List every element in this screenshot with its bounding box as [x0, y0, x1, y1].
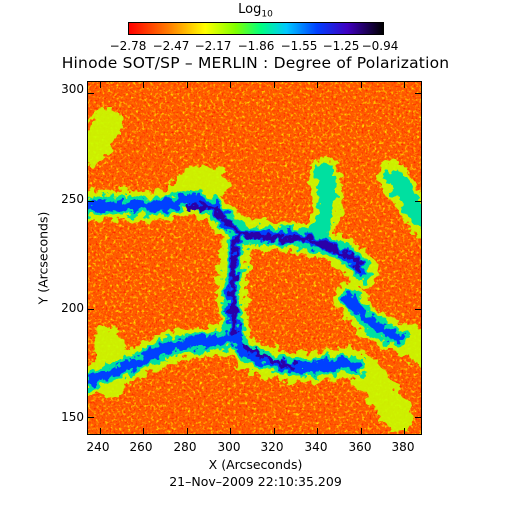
y-tick-mark-200-right — [415, 309, 422, 311]
x-tick-mark-240-bottom — [99, 428, 101, 435]
y-tick-mark-300-left — [87, 93, 94, 95]
x-tick-mark-340-top — [317, 81, 319, 88]
network-lanes — [88, 107, 421, 432]
x-tick-mark-260-bottom — [143, 428, 145, 435]
x-tick-mark-300-bottom — [230, 428, 232, 435]
x-tick-320: 320 — [260, 440, 284, 454]
x-tick-380: 380 — [391, 440, 415, 454]
colorbar — [128, 22, 384, 35]
colorbar-tick-5: −1.25 — [322, 39, 360, 53]
colorbar-tick-0: −2.78 — [109, 39, 147, 53]
x-tick-280: 280 — [173, 440, 197, 454]
x-tick-360: 360 — [348, 440, 372, 454]
colorbar-title-text: Log — [238, 2, 262, 17]
x-tick-mark-340-bottom — [317, 428, 319, 435]
x-tick-mark-300-top — [230, 81, 232, 88]
y-tick-mark-150-left — [87, 417, 94, 419]
y-tick-mark-250-left — [87, 201, 94, 203]
y-tick-mark-200-left — [87, 309, 94, 311]
heatmap-svg — [88, 82, 421, 434]
x-tick-mark-360-bottom — [360, 428, 362, 435]
x-tick-mark-260-top — [143, 81, 145, 88]
y-tick-mark-250-right — [415, 201, 422, 203]
y-axis-label: Y (Arcseconds) — [35, 211, 51, 305]
observation-timestamp: 21–Nov–2009 22:10:35.209 — [169, 474, 342, 489]
colorbar-tick-4: −1.55 — [280, 39, 318, 53]
y-tick-200: 200 — [61, 301, 84, 315]
x-tick-mark-280-top — [186, 81, 188, 88]
y-tick-mark-150-right — [415, 417, 422, 419]
x-axis-label: X (Arcseconds) — [208, 457, 303, 472]
colorbar-tick-3: −1.86 — [237, 39, 275, 53]
x-tick-mark-280-bottom — [186, 428, 188, 435]
x-tick-mark-360-top — [360, 81, 362, 88]
y-tick-250: 250 — [61, 192, 84, 206]
heatmap-plot-area — [87, 81, 422, 435]
x-tick-mark-320-top — [273, 81, 275, 88]
y-tick-150: 150 — [61, 410, 84, 424]
x-tick-mark-380-bottom — [404, 428, 406, 435]
colorbar-tick-6: −0.94 — [361, 39, 399, 53]
x-tick-340: 340 — [304, 440, 328, 454]
x-tick-240: 240 — [86, 440, 110, 454]
colorbar-tick-1: −2.47 — [152, 39, 190, 53]
chart-title: Hinode SOT/SP – MERLIN : Degree of Polar… — [61, 54, 450, 72]
x-tick-260: 260 — [129, 440, 153, 454]
x-tick-300: 300 — [217, 440, 241, 454]
colorbar-title-subscript: 10 — [261, 9, 273, 20]
y-tick-300: 300 — [61, 82, 84, 96]
x-tick-mark-240-top — [99, 81, 101, 88]
x-tick-mark-380-top — [404, 81, 406, 88]
colorbar-tick-2: −2.17 — [194, 39, 232, 53]
y-tick-mark-300-right — [415, 93, 422, 95]
colorbar-title: Log10 — [0, 2, 511, 20]
x-tick-mark-320-bottom — [273, 428, 275, 435]
